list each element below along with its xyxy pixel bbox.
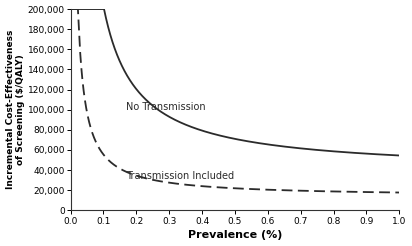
Text: Transmission Included: Transmission Included bbox=[126, 171, 234, 181]
X-axis label: Prevalence (%): Prevalence (%) bbox=[188, 231, 282, 240]
Y-axis label: Incremental Cost-Effectiveness
of Screening ($/QALY): Incremental Cost-Effectiveness of Screen… bbox=[5, 30, 25, 189]
Text: No Transmission: No Transmission bbox=[126, 102, 206, 112]
